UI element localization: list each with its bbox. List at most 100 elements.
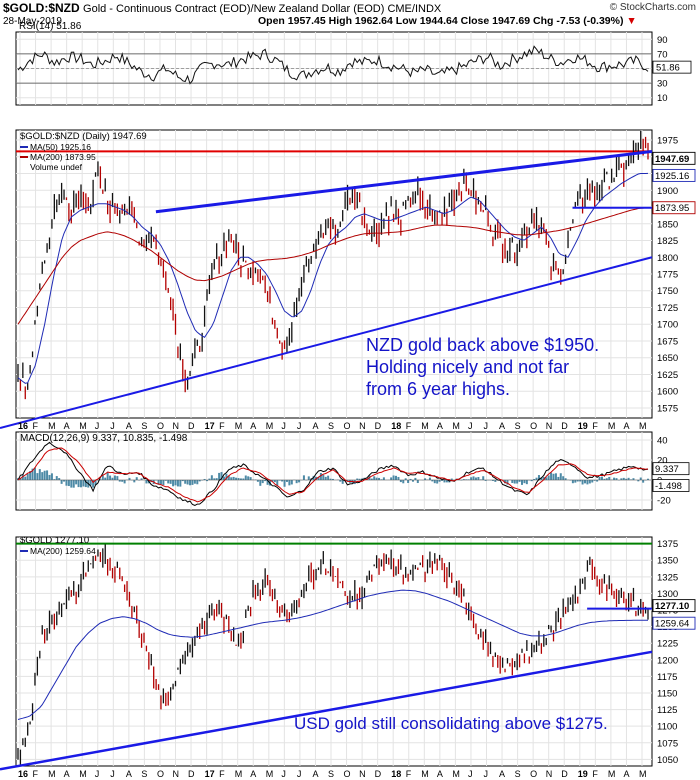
volume-legend: Volume undef	[30, 162, 83, 172]
x-tick-label: A	[312, 421, 318, 431]
y-tick-label: 1750	[657, 286, 678, 297]
x-tick-label: O	[344, 421, 351, 431]
x-tick-label: O	[344, 769, 351, 779]
y-tick-label: 1900	[657, 186, 678, 197]
x-tick-label: J	[484, 421, 489, 431]
y-tick-label: 1700	[657, 320, 678, 331]
chart-symbol-title: $GOLD:$NZD Gold - Continuous Contract (E…	[3, 1, 441, 15]
x-tick-label: F	[592, 769, 598, 779]
x-tick-label: A	[623, 769, 629, 779]
y-tick-label: 1050	[657, 755, 678, 766]
x-tick-label: A	[312, 769, 318, 779]
x-tick-label: 17	[205, 421, 215, 431]
x-tick-label: M	[79, 769, 87, 779]
x-tick-label: J	[281, 769, 286, 779]
down-arrow-icon: ▼	[626, 15, 637, 27]
x-tick-label: S	[141, 421, 147, 431]
nzd-value-label: 1925.16	[655, 171, 689, 182]
x-tick-label: J	[468, 769, 473, 779]
y-tick-label: 1375	[657, 539, 678, 550]
rsi-line	[17, 45, 649, 85]
x-tick-label: F	[33, 769, 39, 779]
rsi-value-tag	[652, 60, 692, 74]
x-tick-label: F	[406, 421, 412, 431]
nzd-value-label: 1873.95	[655, 203, 689, 214]
x-tick-label: M	[235, 769, 243, 779]
nzd-value-tag	[652, 201, 696, 215]
x-tick-label: O	[157, 769, 164, 779]
chg-label: Chg	[533, 15, 554, 27]
y-tick-label: 1850	[657, 219, 678, 230]
gold-value-tag	[652, 599, 696, 613]
symbol: $GOLD:$NZD	[3, 1, 80, 15]
y-tick-label: 1675	[657, 336, 678, 347]
x-tick-label: N	[546, 769, 553, 779]
x-tick-label: A	[64, 421, 70, 431]
nzd-value-label: 1947.69	[655, 154, 689, 165]
panel-frame-3	[15, 536, 653, 767]
x-tick-label: A	[126, 769, 132, 779]
x-tick-label: 19	[578, 421, 588, 431]
x-tick-label: M	[608, 769, 616, 779]
x-tick-label: D	[561, 421, 568, 431]
x-tick-label: N	[359, 421, 366, 431]
x-tick-label: J	[95, 421, 100, 431]
y-tick-label: 70	[657, 49, 668, 60]
y-tick-label: -20	[657, 496, 671, 507]
y-tick-label: 1600	[657, 387, 678, 398]
x-tick-label: D	[375, 421, 382, 431]
x-tick-label: M	[79, 421, 87, 431]
x-tick-label: A	[499, 769, 505, 779]
x-tick-label: M	[421, 769, 429, 779]
x-tick-label: F	[406, 769, 412, 779]
x-tick-label: A	[499, 421, 505, 431]
ma50-legend: MA(50) 1925.16	[30, 142, 91, 152]
y-tick-label: 1325	[657, 572, 678, 583]
x-tick-label: D	[188, 421, 195, 431]
x-tick-label: D	[188, 769, 195, 779]
x-tick-label: M	[639, 421, 647, 431]
x-tick-label: A	[250, 421, 256, 431]
upper-trendline	[155, 149, 653, 214]
macd-title: MACD(12,26,9) 9.337, 10.835, -1.498	[20, 433, 188, 444]
high-label: High	[328, 15, 352, 27]
x-tick-label: N	[546, 421, 553, 431]
rsi-title: RSI(14) 51.86	[19, 21, 82, 32]
ohlc-readout: Open 1957.45 High 1962.64 Low 1944.64 Cl…	[258, 15, 637, 27]
x-tick-label: M	[266, 769, 274, 779]
x-tick-label: A	[64, 769, 70, 779]
close-label: Close	[460, 15, 490, 27]
chart-date: 28-May-2019	[3, 16, 62, 27]
x-tick-label: O	[530, 421, 537, 431]
symbol-description: Gold - Continuous Contract (EOD)/New Zea…	[83, 3, 442, 15]
lower-trendline	[0, 256, 653, 430]
x-tick-label: M	[48, 769, 56, 779]
nzd-ma50-line	[17, 172, 649, 384]
x-tick-label: J	[297, 769, 302, 779]
stockcharts-credit: © StockCharts.com	[609, 2, 696, 13]
x-tick-label: D	[561, 769, 568, 779]
high-value: 1962.64	[354, 15, 393, 27]
y-tick-label: 1725	[657, 303, 678, 314]
low-label: Low	[395, 15, 417, 27]
x-tick-label: 16	[18, 769, 28, 779]
y-tick-label: 1100	[657, 722, 677, 733]
x-tick-label: N	[173, 769, 180, 779]
x-tick-label: M	[452, 769, 460, 779]
close-value: 1947.69	[492, 15, 531, 27]
macd-value-tag	[652, 462, 690, 476]
y-tick-label: 1150	[657, 688, 677, 699]
x-tick-label: S	[328, 421, 334, 431]
y-tick-label: 1075	[657, 738, 678, 749]
x-tick-label: A	[437, 421, 443, 431]
y-tick-label: 1650	[657, 353, 678, 364]
x-tick-label: J	[110, 769, 115, 779]
x-tick-label: N	[173, 421, 180, 431]
y-tick-label: 1125	[657, 705, 677, 716]
x-tick-label: 18	[391, 421, 401, 431]
x-tick-label: S	[141, 769, 147, 779]
gold-value-tag	[652, 616, 696, 630]
y-tick-label: 1225	[657, 639, 678, 650]
x-tick-label: J	[297, 421, 302, 431]
x-tick-label: J	[110, 421, 115, 431]
